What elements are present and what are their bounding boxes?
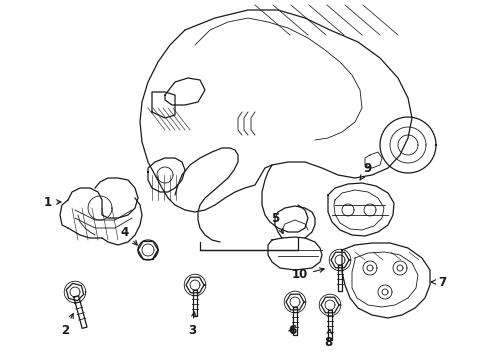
Text: 5: 5 (270, 211, 283, 233)
Text: 7: 7 (430, 275, 445, 288)
Text: 3: 3 (187, 312, 196, 337)
Text: 9: 9 (359, 162, 371, 180)
Text: 4: 4 (121, 225, 137, 245)
Text: 2: 2 (61, 314, 73, 337)
Text: 1: 1 (44, 195, 61, 208)
Text: 8: 8 (323, 329, 331, 348)
Text: 6: 6 (287, 324, 296, 337)
Text: 10: 10 (291, 268, 324, 282)
